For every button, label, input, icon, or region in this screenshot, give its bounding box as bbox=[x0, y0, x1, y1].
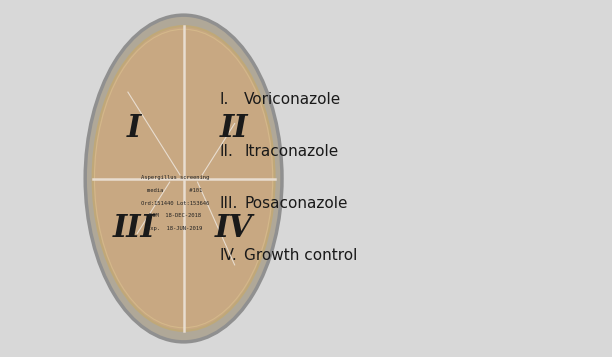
Text: Exp.  18-JUN-2019: Exp. 18-JUN-2019 bbox=[147, 226, 203, 231]
Text: media        #101: media #101 bbox=[147, 188, 203, 193]
Text: Posaconazole: Posaconazole bbox=[244, 196, 348, 211]
Ellipse shape bbox=[85, 15, 282, 342]
Text: DOM  18-DEC-2018: DOM 18-DEC-2018 bbox=[149, 213, 201, 218]
Text: Growth control: Growth control bbox=[244, 248, 357, 263]
Text: III.: III. bbox=[219, 196, 237, 211]
Text: II: II bbox=[219, 113, 248, 144]
Text: I: I bbox=[127, 113, 141, 144]
Text: I.: I. bbox=[219, 92, 229, 107]
Text: IV.: IV. bbox=[219, 248, 237, 263]
Text: Aspergillus screening: Aspergillus screening bbox=[141, 175, 209, 180]
Text: Itraconazole: Itraconazole bbox=[244, 144, 338, 159]
Text: II.: II. bbox=[219, 144, 233, 159]
Text: IV: IV bbox=[215, 213, 253, 244]
Text: Voriconazole: Voriconazole bbox=[244, 92, 341, 107]
Text: Ord:151440 Lot:153646: Ord:151440 Lot:153646 bbox=[141, 201, 209, 206]
Text: III: III bbox=[112, 213, 155, 244]
Ellipse shape bbox=[92, 26, 275, 331]
